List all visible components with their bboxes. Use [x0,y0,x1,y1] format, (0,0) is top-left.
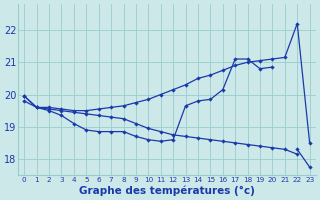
X-axis label: Graphe des températures (°c): Graphe des températures (°c) [79,185,255,196]
